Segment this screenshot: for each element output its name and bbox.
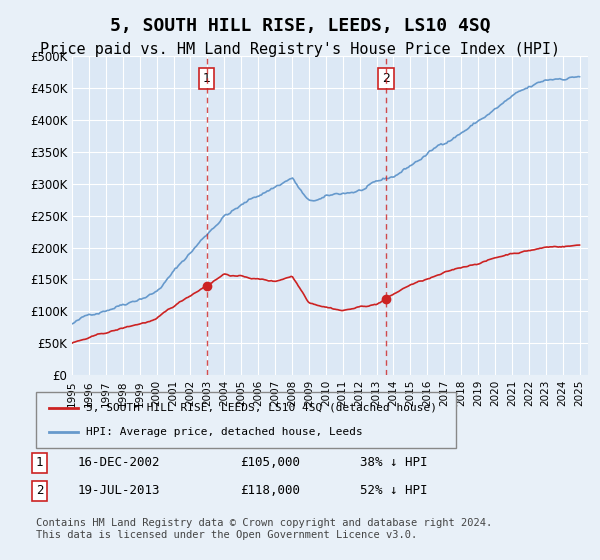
Text: 2: 2 xyxy=(36,484,44,497)
Text: 19-JUL-2013: 19-JUL-2013 xyxy=(78,484,161,497)
Text: 1: 1 xyxy=(203,72,211,85)
Text: £105,000: £105,000 xyxy=(240,456,300,469)
Text: 5, SOUTH HILL RISE, LEEDS, LS10 4SQ: 5, SOUTH HILL RISE, LEEDS, LS10 4SQ xyxy=(110,17,490,35)
Text: 2: 2 xyxy=(382,72,390,85)
Text: Price paid vs. HM Land Registry's House Price Index (HPI): Price paid vs. HM Land Registry's House … xyxy=(40,42,560,57)
Text: 38% ↓ HPI: 38% ↓ HPI xyxy=(360,456,427,469)
Text: 1: 1 xyxy=(36,456,44,469)
Text: 52% ↓ HPI: 52% ↓ HPI xyxy=(360,484,427,497)
Text: HPI: Average price, detached house, Leeds: HPI: Average price, detached house, Leed… xyxy=(86,427,363,437)
Text: 16-DEC-2002: 16-DEC-2002 xyxy=(78,456,161,469)
Text: Contains HM Land Registry data © Crown copyright and database right 2024.
This d: Contains HM Land Registry data © Crown c… xyxy=(36,518,492,540)
Text: £118,000: £118,000 xyxy=(240,484,300,497)
Text: 5, SOUTH HILL RISE, LEEDS, LS10 4SQ (detached house): 5, SOUTH HILL RISE, LEEDS, LS10 4SQ (det… xyxy=(86,403,437,413)
